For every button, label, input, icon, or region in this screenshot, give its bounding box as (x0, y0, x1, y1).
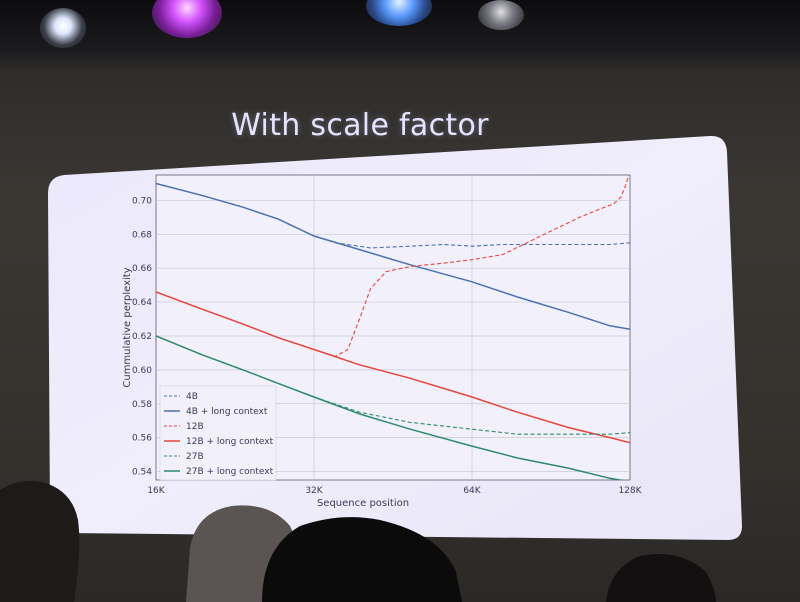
chart: 0.54 0.56 0.58 0.60 0.62 0.64 0.66 0.68 0.70 16K 3… (122, 174, 643, 509)
series-layer (156, 175, 630, 480)
y-tick-label: 0.64 (132, 298, 152, 308)
stage-light-right (478, 0, 524, 30)
legend-label: 4B + long context (186, 407, 268, 417)
series-line-5 (156, 335, 625, 480)
y-tick-label: 0.58 (132, 400, 152, 410)
y-tick-label: 0.68 (132, 230, 152, 240)
y-tick-label: 0.54 (132, 468, 152, 478)
series-line-1 (156, 182, 630, 330)
x-tick-label: 128K (618, 486, 642, 496)
legend-label: 27B (186, 452, 204, 462)
legend-box (159, 385, 277, 481)
stage-light-left (40, 8, 86, 48)
legend-label: 12B (186, 422, 204, 432)
series-line-3 (156, 291, 630, 444)
x-tick-label: 16K (147, 486, 165, 496)
y-tick-label: 0.66 (132, 264, 152, 274)
x-tick-label: 32K (305, 486, 323, 496)
legend-label: 27B + long context (186, 467, 274, 477)
y-axis-title: Cummulative perplexity (122, 267, 133, 387)
legend-label: 4B (186, 392, 198, 402)
y-tick-label: 0.60 (132, 366, 152, 376)
x-axis-title: Sequence position (317, 498, 409, 509)
y-tick-label: 0.70 (132, 196, 152, 206)
slide-title: With scale factor (231, 108, 489, 143)
y-tick-label: 0.56 (132, 434, 152, 444)
legend-label: 12B + long context (186, 437, 274, 447)
x-tick-label: 64K (463, 486, 481, 496)
y-tick-label: 0.62 (132, 332, 152, 342)
